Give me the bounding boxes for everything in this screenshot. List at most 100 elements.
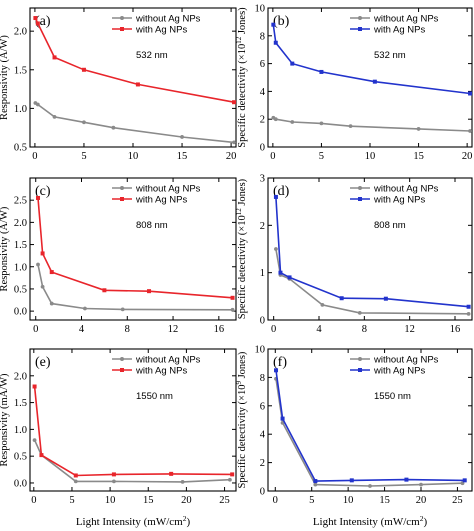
y-tick-label: 10 — [255, 4, 266, 15]
data-point — [348, 124, 353, 129]
legend-marker — [358, 186, 362, 190]
data-point — [271, 22, 276, 27]
data-point — [339, 296, 344, 301]
x-tick-label: 8 — [125, 324, 130, 335]
plot-frame — [267, 177, 473, 321]
data-point — [349, 478, 354, 483]
data-point — [147, 289, 152, 294]
x-tick-label: 12 — [168, 324, 179, 335]
y-tick-label: 1.0 — [14, 262, 27, 273]
y-tick-label: 0.5 — [14, 143, 27, 154]
data-point — [39, 453, 44, 458]
x-tick-label: 0 — [32, 151, 37, 162]
y-tick-label: 2.5 — [14, 196, 27, 207]
data-point — [313, 482, 318, 487]
panel-label: (b) — [273, 14, 290, 29]
y-tick-label: 4 — [260, 87, 266, 98]
data-point — [320, 302, 325, 307]
series-line-1 — [33, 386, 233, 477]
legend-marker — [358, 357, 362, 361]
data-point — [280, 416, 285, 421]
series-line-1 — [275, 196, 469, 308]
data-point — [372, 79, 377, 84]
x-tick-label: 10 — [343, 495, 354, 506]
panel-c: 0 4 8 12 16 0.0 0.5 1.0 1.5 2.0 2.5 Responsivity (A… — [0, 177, 237, 335]
legend-marker — [120, 357, 124, 361]
y-tick-label: 8 — [260, 373, 265, 384]
data-point — [319, 69, 324, 74]
data-point — [227, 477, 232, 482]
y-tick-label: 1.5 — [14, 398, 27, 409]
series-line-0 — [34, 102, 235, 144]
x-tick-label: 15 — [379, 495, 390, 506]
x-tick-label: 25 — [452, 495, 463, 506]
y-axis-label: Responsivity (A/W) — [0, 206, 10, 291]
x-tick-label: 16 — [450, 324, 461, 335]
x-tick-label: 25 — [219, 495, 230, 506]
y-tick-label: 1 — [260, 268, 265, 279]
data-point — [73, 473, 78, 478]
data-point — [290, 120, 295, 124]
y-axis-label: Specific detectivity (×109 Jones) — [235, 351, 248, 488]
data-point — [466, 311, 471, 316]
data-point — [83, 306, 87, 311]
data-point — [278, 270, 283, 275]
y-tick-label: 6 — [260, 401, 265, 412]
data-point — [36, 262, 40, 267]
data-point — [111, 125, 116, 130]
legend-label: with Ag NPs — [135, 24, 187, 35]
y-tick-label: 0 — [260, 316, 265, 327]
y-tick-label: 1.5 — [14, 65, 27, 76]
legend-marker — [120, 27, 124, 31]
data-point — [82, 120, 86, 125]
data-point — [36, 195, 41, 200]
data-point — [230, 295, 235, 300]
data-point — [357, 311, 362, 315]
data-point — [180, 479, 185, 484]
data-point — [230, 472, 235, 477]
legend-label: with Ag NPs — [135, 194, 187, 205]
data-point — [120, 307, 125, 312]
wavelength-annotation: 808 nm — [374, 220, 406, 231]
data-point — [135, 82, 140, 87]
x-tick-label: 15 — [177, 151, 188, 162]
x-tick-label: 20 — [226, 151, 237, 162]
legend-marker — [358, 197, 362, 201]
data-point — [52, 55, 57, 60]
panel-f: 0 5 10 15 20 25 0 2 4 6 8 10 Specific detectivity (×… — [235, 345, 473, 506]
legend-marker — [358, 16, 362, 20]
x-tick-label: 0 — [273, 495, 278, 506]
legend-label: with Ag NPs — [373, 24, 425, 35]
data-point — [73, 479, 78, 484]
series-line-1 — [37, 197, 233, 299]
x-tick-label: 20 — [181, 495, 192, 506]
legend-label: without Ag NPs — [373, 183, 439, 194]
x-tick-label: 0 — [33, 324, 38, 335]
y-tick-label: 1.0 — [14, 104, 27, 115]
x-tick-label: 20 — [462, 151, 473, 162]
data-point — [35, 102, 40, 107]
panel-label: (c) — [35, 184, 51, 199]
data-point — [273, 194, 278, 199]
x-tick-label: 20 — [416, 495, 427, 506]
x-tick-label: 8 — [362, 324, 367, 335]
wavelength-annotation: 1550 nm — [374, 391, 411, 402]
data-point — [49, 301, 54, 306]
data-point — [230, 307, 235, 312]
legend-label: with Ag NPs — [135, 365, 187, 376]
data-point — [273, 117, 278, 122]
y-tick-label: 6 — [260, 59, 265, 70]
y-tick-label: 2.0 — [14, 218, 27, 229]
y-tick-label: 10 — [255, 345, 266, 356]
plot-frame — [267, 348, 473, 492]
data-point — [274, 368, 279, 373]
data-point — [49, 270, 54, 275]
data-point — [40, 284, 45, 289]
x-tick-label: 12 — [404, 324, 415, 335]
legend-marker — [358, 27, 362, 31]
legend-marker — [358, 368, 362, 372]
